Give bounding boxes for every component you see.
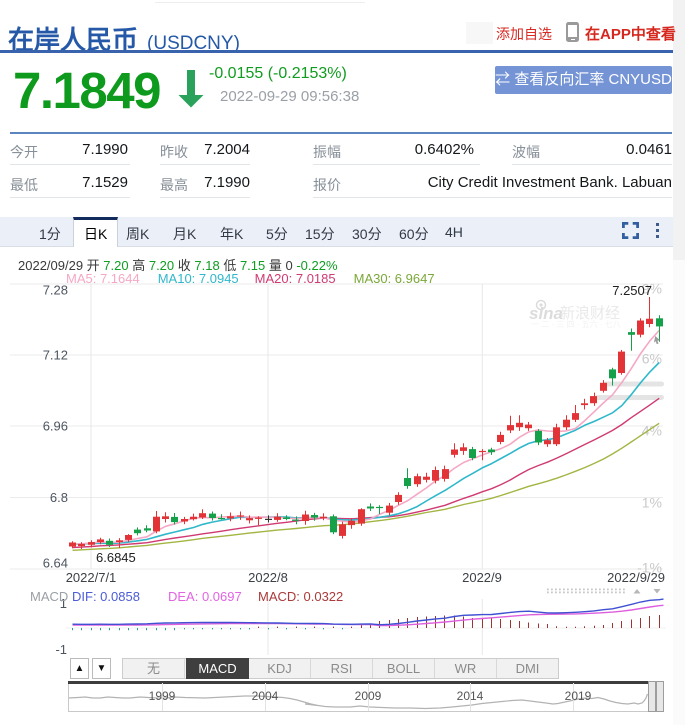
svg-text:7.12: 7.12 (43, 348, 68, 363)
svg-text:9%: 9% (642, 281, 662, 297)
svg-text:2022/7/1: 2022/7/1 (66, 570, 117, 585)
svg-text:新浪财经: 新浪财经 (560, 305, 620, 322)
svg-text:6.64: 6.64 (43, 556, 68, 571)
svg-text:2022/9/29: 2022/9/29 (607, 570, 665, 585)
svg-text:4%: 4% (642, 423, 662, 439)
svg-text:6.96: 6.96 (43, 419, 68, 434)
svg-text:6.8: 6.8 (50, 490, 68, 505)
svg-text:6.6845: 6.6845 (96, 550, 136, 565)
svg-text:2022/9: 2022/9 (462, 570, 502, 585)
svg-text:-1%: -1% (637, 560, 662, 576)
svg-text:6%: 6% (642, 351, 662, 367)
svg-text:1%: 1% (642, 495, 662, 511)
svg-text:-1: -1 (55, 642, 67, 657)
svg-text:7.2507: 7.2507 (612, 283, 652, 298)
svg-text:一 二 · 三 四 · 五六 · 七八: 一 二 · 三 四 · 五六 · 七八 (531, 319, 621, 329)
svg-text:7.28: 7.28 (43, 283, 68, 298)
svg-text:1: 1 (60, 596, 67, 611)
svg-text:2022/8: 2022/8 (248, 570, 288, 585)
